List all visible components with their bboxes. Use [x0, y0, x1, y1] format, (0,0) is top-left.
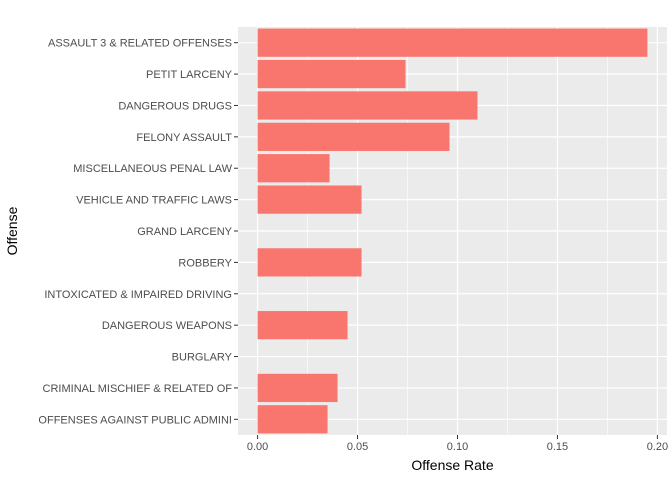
bar — [257, 405, 328, 434]
y-tick-label: VEHICLE AND TRAFFIC LAWS — [76, 195, 232, 207]
bar — [257, 373, 338, 403]
x-tick-label: 0.20 — [647, 441, 668, 453]
y-tick-label: OFFENSES AGAINST PUBLIC ADMINI — [38, 414, 232, 426]
y-tick-label: ASSAULT 3 & RELATED OFFENSES — [48, 38, 232, 50]
x-axis-title: Offense Rate — [411, 457, 493, 473]
y-tick-label: CRIMINAL MISCHIEF & RELATED OF — [43, 383, 233, 395]
y-tick-label: MISCELLANEOUS PENAL LAW — [73, 163, 232, 175]
bar — [257, 248, 362, 277]
x-tick-label: 0.05 — [347, 441, 368, 453]
y-tick-label: DANGEROUS WEAPONS — [102, 320, 232, 332]
bar — [257, 28, 648, 57]
x-tick-label: 0.00 — [247, 441, 268, 453]
y-axis-title: Offense — [4, 206, 20, 255]
x-tick-label: 0.10 — [447, 441, 468, 453]
x-axis-tick-labels: 0.00 0.05 0.10 0.15 0.20 — [247, 435, 668, 453]
y-tick-label: DANGEROUS DRUGS — [118, 100, 232, 112]
x-tick-label: 0.15 — [547, 441, 568, 453]
y-tick-label: INTOXICATED & IMPAIRED DRIVING — [44, 289, 232, 301]
bar — [257, 311, 348, 340]
y-tick-label: ROBBERY — [178, 257, 232, 269]
y-axis-tick-labels: ASSAULT 3 & RELATED OFFENSES PETIT LARCEN… — [38, 38, 238, 426]
bar — [257, 154, 330, 183]
bar — [257, 91, 478, 120]
y-tick-label: PETIT LARCENY — [146, 69, 233, 81]
bars — [257, 28, 648, 434]
y-tick-label: FELONY ASSAULT — [136, 132, 232, 144]
y-tick-label: BURGLARY — [172, 352, 233, 364]
y-tick-label: GRAND LARCENY — [137, 226, 232, 238]
bar — [257, 59, 406, 89]
bar — [257, 122, 450, 151]
bar — [257, 185, 362, 214]
